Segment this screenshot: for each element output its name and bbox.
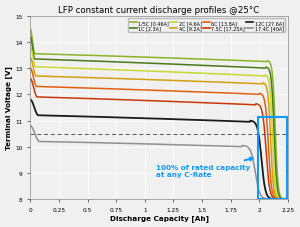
Text: 100% of rated capacity
at any C-Rate: 100% of rated capacity at any C-Rate (156, 158, 253, 177)
Title: LFP constant current discharge profiles @25°C: LFP constant current discharge profiles … (58, 5, 260, 15)
Legend: 1/5C [0.46A], 1C [2.3A], 2C [4.6A], 4C [9.2A], 6C [13.8A], 7.5C [17.25A], 12C [2: 1/5C [0.46A], 1C [2.3A], 2C [4.6A], 4C [… (128, 19, 286, 33)
Bar (257, 118, 287, 199)
X-axis label: Discharge Capacity [Ah]: Discharge Capacity [Ah] (110, 215, 208, 222)
Y-axis label: Terminal Voltage [V]: Terminal Voltage [V] (6, 66, 13, 150)
